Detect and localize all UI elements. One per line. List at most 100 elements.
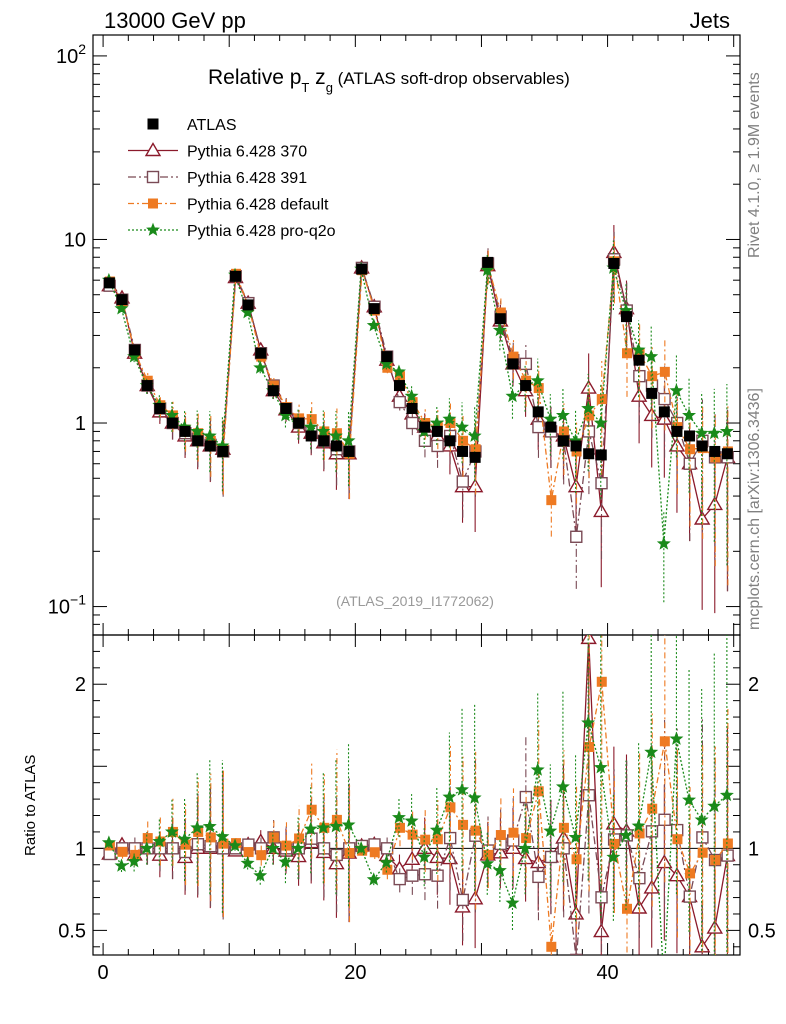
ratio-point-p391 [570,953,583,955]
ratio-point-p391 [532,870,545,884]
atlas-data-point [457,445,469,457]
series-point-pq2o [316,424,331,438]
legend-marker-atlas [147,118,159,130]
series-point-p391 [406,416,419,430]
ratio-point-pdefault [142,833,153,844]
series-point-pq2o [682,408,697,422]
legend-label: Pythia 6.428 default [187,197,329,214]
series-point-pdefault [546,495,557,506]
series-point-pq2o [707,425,722,440]
series-point-pq2o [480,262,495,277]
x-tick-label: 0 [98,962,109,984]
ratio-point-pq2o [455,782,469,796]
series-point-pq2o [202,428,217,442]
ratio-point-pq2o [228,838,242,852]
ratio-point-pdefault [407,829,418,840]
legend-marker-p370 [144,142,162,157]
ratio-point-pq2o [328,819,343,833]
ratio-point-pdefault [117,846,128,857]
legend-label: Pythia 6.428 391 [187,170,307,187]
ratio-line-pq2o [108,722,728,955]
ratio-point-pdefault [722,838,733,849]
series-point-pq2o [530,373,545,387]
ratio-point-pq2o [101,835,116,849]
series-point-pq2o [631,342,646,356]
series-point-pq2o [404,388,419,403]
atlas-data-point [520,380,532,392]
ratio-point-pdefault [647,803,658,814]
series-line-p391 [109,259,728,537]
ratio-point-pdefault [571,854,582,865]
ratio-point-pq2o [707,798,722,813]
ratio-point-pq2o [631,818,646,832]
atlas-data-point [179,425,191,437]
ratio-point-pq2o [215,829,230,843]
ratio-point-pq2o [127,854,142,868]
atlas-data-point [696,440,708,452]
series-point-pq2o [391,364,406,378]
ratio-panel-border [92,634,741,956]
ratio-point-pq2o [164,824,179,838]
series-point-pq2o [593,415,608,429]
ratio-point-pq2o [354,841,369,855]
ratio-point-p391 [406,869,419,882]
series-point-pq2o [455,419,469,434]
ratio-point-pq2o [593,760,608,774]
ratio-point-pq2o [543,823,558,837]
series-point-pdefault [621,348,632,359]
atlas-data-point [242,299,254,311]
series-point-p391 [456,475,469,488]
ratio-point-pdefault [596,676,607,687]
atlas-data-point [293,417,305,429]
ratio-point-pq2o [467,790,482,804]
series-point-pq2o [429,415,444,429]
ratio-point-p391 [456,893,469,907]
atlas-data-point [608,257,620,269]
ratio-point-pq2o [530,762,545,776]
legend: ATLAS Pythia 6.428 370 Pythia 6.428 391 Pyt… [128,117,336,240]
ratio-point-pq2o [669,731,684,745]
atlas-data-point [620,311,632,323]
atlas-data-point [709,445,721,457]
ratio-tick-label-right: 1 [748,838,759,860]
atlas-data-point [103,277,115,289]
atlas-data-point [381,351,393,363]
ratio-point-pq2o [391,810,406,824]
ratio-point-pdefault [306,804,317,815]
atlas-data-point [633,354,645,366]
ratio-point-pdefault [268,832,279,843]
ratio-point-pq2o [658,975,670,987]
mcplots-label: mcplots.cern.ch [arXiv:1306.3436] [746,388,763,630]
atlas-data-point [583,448,595,460]
ratio-point-pdefault [281,840,292,851]
atlas-data-point [406,402,418,414]
ratio-point-pq2o [417,849,432,863]
atlas-data-point [532,406,544,418]
legend-label: Pythia 6.428 pro-q2o [187,223,336,240]
series-point-pq2o [366,318,381,332]
legend-marker-p391 [146,170,160,184]
legend-marker-pdefault [148,198,158,209]
atlas-data-point [431,425,443,437]
legend-label: Pythia 6.428 370 [187,144,307,161]
series-point-pq2o [492,322,507,337]
ratio-line-p370 [109,638,729,949]
atlas-data-point [154,402,166,414]
ratio-point-pq2o [682,792,697,806]
ratio-point-pq2o [316,820,331,834]
atlas-data-point [570,440,582,452]
ratio-point-pdefault [659,736,670,747]
ratio-point-pq2o [190,820,205,834]
series-point-pq2o [303,419,318,434]
series-line-p370 [108,252,729,521]
ratio-point-pdefault [470,825,481,836]
ratio-point-pq2o [240,855,255,870]
ratio-point-pq2o [303,821,318,835]
atlas-data-point [343,445,355,457]
ratio-tick-label: 2 [75,674,86,696]
chart-title-group: Relative pT zg (ATLAS soft-drop observab… [208,66,570,609]
analysis-tag: (ATLAS_2019_I1772062) [336,593,494,609]
series-point-pq2o [114,301,129,315]
atlas-data-point [318,435,330,447]
atlas-data-point [230,270,242,282]
